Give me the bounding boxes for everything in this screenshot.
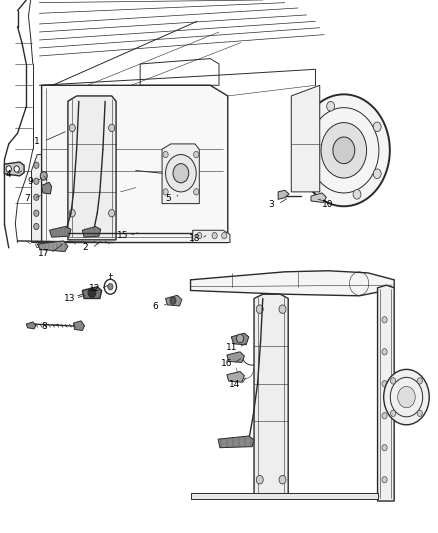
Circle shape bbox=[279, 475, 286, 484]
Polygon shape bbox=[42, 182, 52, 194]
Circle shape bbox=[237, 334, 244, 343]
Circle shape bbox=[391, 378, 396, 384]
Circle shape bbox=[173, 164, 189, 183]
Polygon shape bbox=[37, 241, 68, 252]
Polygon shape bbox=[4, 162, 24, 176]
Circle shape bbox=[34, 178, 39, 184]
Text: 5: 5 bbox=[166, 194, 172, 203]
Circle shape bbox=[382, 445, 387, 451]
Circle shape bbox=[34, 223, 39, 230]
Polygon shape bbox=[82, 287, 102, 298]
Polygon shape bbox=[166, 295, 182, 306]
Circle shape bbox=[34, 194, 39, 200]
Circle shape bbox=[384, 369, 429, 425]
Polygon shape bbox=[191, 271, 394, 296]
Polygon shape bbox=[191, 493, 378, 499]
Circle shape bbox=[353, 190, 361, 199]
Text: 7: 7 bbox=[24, 194, 30, 203]
Text: 12: 12 bbox=[88, 285, 100, 293]
Circle shape bbox=[108, 284, 113, 290]
Text: 11: 11 bbox=[226, 343, 238, 352]
Circle shape bbox=[222, 232, 227, 239]
Circle shape bbox=[417, 410, 422, 416]
Circle shape bbox=[302, 154, 310, 163]
Circle shape bbox=[69, 124, 75, 132]
Circle shape bbox=[256, 305, 263, 313]
Polygon shape bbox=[218, 436, 254, 448]
Text: 10: 10 bbox=[322, 200, 333, 208]
Circle shape bbox=[6, 166, 11, 172]
Text: 15: 15 bbox=[117, 231, 128, 240]
Polygon shape bbox=[291, 85, 320, 192]
Circle shape bbox=[373, 122, 381, 132]
Circle shape bbox=[382, 413, 387, 419]
Polygon shape bbox=[162, 144, 199, 204]
Circle shape bbox=[321, 123, 367, 178]
Circle shape bbox=[40, 172, 47, 180]
Text: 9: 9 bbox=[27, 177, 33, 185]
Circle shape bbox=[170, 297, 176, 304]
Text: 16: 16 bbox=[221, 359, 233, 368]
Circle shape bbox=[382, 349, 387, 355]
Polygon shape bbox=[32, 155, 42, 243]
Circle shape bbox=[34, 210, 39, 216]
Circle shape bbox=[69, 209, 75, 217]
Polygon shape bbox=[193, 230, 230, 243]
Text: 18: 18 bbox=[189, 235, 201, 243]
Circle shape bbox=[398, 386, 415, 408]
Polygon shape bbox=[68, 96, 116, 240]
Text: 14: 14 bbox=[229, 381, 240, 389]
Circle shape bbox=[109, 124, 115, 132]
Circle shape bbox=[391, 410, 396, 416]
Circle shape bbox=[382, 477, 387, 483]
Circle shape bbox=[382, 317, 387, 323]
Polygon shape bbox=[311, 193, 326, 203]
Polygon shape bbox=[42, 85, 228, 243]
Circle shape bbox=[197, 232, 202, 239]
Text: 0: 0 bbox=[35, 241, 40, 249]
Circle shape bbox=[382, 381, 387, 387]
Text: 4: 4 bbox=[6, 171, 11, 179]
Circle shape bbox=[163, 151, 168, 158]
Circle shape bbox=[298, 94, 390, 206]
Text: 3: 3 bbox=[268, 200, 275, 208]
Text: 6: 6 bbox=[152, 302, 159, 311]
Text: 8: 8 bbox=[41, 322, 47, 330]
Circle shape bbox=[212, 232, 217, 239]
Circle shape bbox=[327, 101, 335, 111]
Circle shape bbox=[14, 166, 19, 172]
Polygon shape bbox=[49, 227, 71, 237]
Circle shape bbox=[166, 155, 196, 192]
Text: 13: 13 bbox=[64, 294, 75, 303]
Text: 2: 2 bbox=[83, 244, 88, 252]
Polygon shape bbox=[254, 294, 288, 498]
Polygon shape bbox=[26, 322, 36, 329]
Polygon shape bbox=[227, 352, 244, 362]
Polygon shape bbox=[378, 285, 394, 501]
Polygon shape bbox=[227, 372, 244, 382]
Text: 1: 1 bbox=[34, 137, 40, 146]
Circle shape bbox=[417, 378, 422, 384]
Circle shape bbox=[109, 209, 115, 217]
Polygon shape bbox=[278, 190, 289, 199]
Polygon shape bbox=[82, 227, 101, 237]
Circle shape bbox=[163, 189, 168, 195]
Circle shape bbox=[279, 305, 286, 313]
Polygon shape bbox=[231, 333, 249, 345]
Circle shape bbox=[333, 137, 355, 164]
Text: 17: 17 bbox=[38, 249, 49, 257]
Circle shape bbox=[194, 151, 199, 158]
Circle shape bbox=[194, 189, 199, 195]
Circle shape bbox=[34, 162, 39, 168]
Polygon shape bbox=[74, 321, 85, 330]
Circle shape bbox=[373, 169, 381, 179]
Circle shape bbox=[88, 288, 96, 297]
Circle shape bbox=[256, 475, 263, 484]
